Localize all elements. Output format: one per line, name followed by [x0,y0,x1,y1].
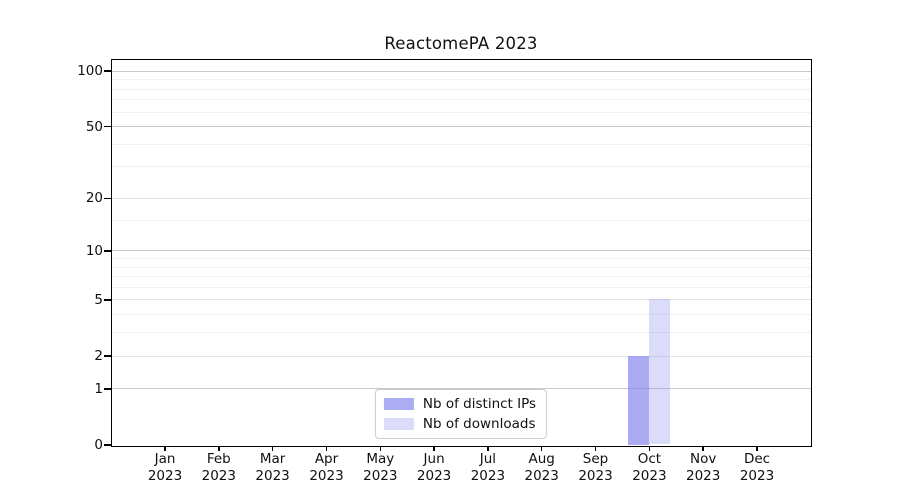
x-tick-mark-sep [594,446,597,451]
x-tick-month: May [366,451,395,467]
gridline-y-20 [111,197,811,199]
legend-swatch-downloads [383,417,414,430]
minor-gridline-y-7 [111,276,811,278]
legend-item-downloads: Nb of downloads [383,415,536,432]
bar-oct-distinct-ips [627,355,649,445]
legend-label-downloads: Nb of downloads [422,415,536,432]
x-tick-mark-apr [325,446,328,451]
gridline-y-50 [111,126,811,128]
x-tick-month: Dec [743,451,771,467]
legend-swatch-distinct-ips [383,397,414,410]
x-tick-month: Apr [314,451,339,467]
x-tick-month: Jul [479,451,497,467]
x-tick-year: 2023 [416,467,452,484]
gridline-y-2 [111,355,811,357]
minor-gridline-y-80 [111,88,811,90]
x-tick-mark-mar [271,446,274,451]
x-tick-month: Feb [206,451,231,467]
x-tick-month: Nov [690,451,717,467]
x-tick-mark-dec [756,446,758,451]
x-tick-label-may: May 2023 [352,451,408,484]
x-tick-label-sep: Sep 2023 [568,451,624,484]
x-tick-label-nov: Nov 2023 [675,451,731,484]
x-tick-month: Jan [154,451,176,467]
x-tick-label-mar: Mar 2023 [245,451,301,484]
gridline-y-10 [111,250,811,252]
chart-title: ReactomePA 2023 [384,34,538,53]
x-tick-mark-jun [433,446,435,451]
minor-gridline-y-3 [111,332,811,334]
legend: Nb of distinct IPs Nb of downloads [374,388,548,439]
y-tick-mark-10 [104,250,111,252]
y-tick-label: 100 [77,63,103,80]
plot-area: Nb of distinct IPs Nb of downloads [110,58,812,447]
y-tick-label: 2 [94,348,103,364]
y-tick-label: 1 [94,380,103,397]
x-tick-label-aug: Aug 2023 [514,451,570,484]
x-tick-year: 2023 [686,467,721,484]
x-tick-mark-nov [702,446,704,451]
x-tick-month: Jun [423,451,445,467]
x-tick-mark-may [379,446,382,451]
x-tick-year: 2023 [201,467,236,484]
y-tick-label: 5 [94,291,103,308]
x-tick-label-apr: Apr 2023 [299,451,355,484]
y-tick-label: 0 [94,437,103,453]
y-tick-label: 10 [85,242,103,259]
x-tick-year: 2023 [255,467,290,484]
minor-gridline-y-6 [111,286,811,288]
x-tick-label-jan: Jan 2023 [137,451,193,484]
x-tick-year: 2023 [147,467,183,484]
legend-label-distinct-ips: Nb of distinct IPs [422,395,537,412]
x-tick-label-feb: Feb 2023 [191,451,247,484]
y-tick-mark-5 [104,299,111,301]
minor-gridline-y-70 [111,99,811,101]
x-tick-label-jul: Jul 2023 [460,451,516,484]
y-tick-label: 20 [85,190,103,207]
minor-gridline-y-40 [111,143,811,145]
y-tick-mark-0 [104,444,111,446]
minor-gridline-y-60 [111,111,811,113]
x-tick-label-oct: Oct 2023 [621,451,677,484]
minor-gridline-y-9 [111,258,811,259]
x-tick-month: Mar [259,451,286,467]
x-tick-year: 2023 [524,467,559,484]
y-tick-mark-100 [104,70,111,72]
x-tick-label-dec: Dec 2023 [729,451,785,484]
legend-item-distinct-ips: Nb of distinct IPs [383,395,537,412]
x-tick-year: 2023 [470,467,506,484]
x-tick-mark-aug [540,446,543,451]
plot-canvas: Nb of distinct IPs Nb of downloads [111,60,811,446]
x-tick-month: Aug [528,451,555,467]
x-tick-label-jun: Jun 2023 [406,451,462,484]
x-tick-year: 2023 [632,467,667,484]
minor-gridline-y-15 [111,219,811,221]
y-tick-mark-2 [104,355,111,357]
minor-gridline-y-90 [111,79,811,81]
y-tick-mark-20 [104,197,111,200]
x-tick-month: Sep [582,451,609,467]
x-tick-mark-oct [648,446,651,451]
y-tick-mark-50 [104,125,111,128]
x-tick-year: 2023 [363,467,398,484]
minor-gridline-y-30 [111,166,811,168]
gridline-y-5 [111,299,811,301]
x-tick-mark-jan [164,446,166,451]
x-tick-year: 2023 [739,467,775,484]
y-tick-mark-1 [104,388,111,390]
minor-gridline-y-8 [111,266,811,268]
x-tick-mark-feb [218,446,220,451]
x-tick-year: 2023 [578,467,613,484]
minor-gridline-y-4 [111,314,811,316]
x-tick-month: Oct [637,451,662,467]
y-tick-label: 50 [85,118,103,135]
gridline-y-100 [111,70,811,72]
bar-oct-downloads [648,299,670,445]
x-tick-mark-jul [487,446,489,451]
x-tick-year: 2023 [309,467,344,484]
